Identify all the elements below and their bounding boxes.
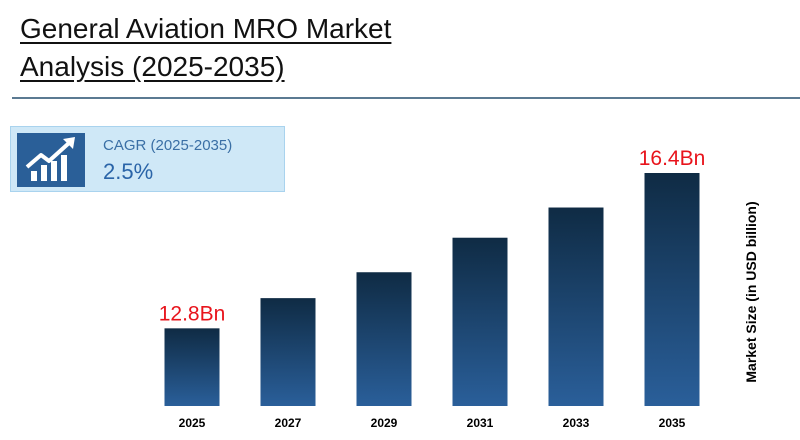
bars-group [164, 173, 700, 406]
bar-2029 [356, 272, 412, 406]
bar-2035 [644, 173, 700, 406]
page-title: General Aviation MRO Market Analysis (20… [20, 10, 391, 86]
x-tick-2027: 2027 [275, 416, 302, 430]
title-line-2: Analysis (2025-2035) [20, 51, 285, 82]
title-line-1: General Aviation MRO Market [20, 13, 392, 44]
x-tick-2035: 2035 [659, 416, 686, 430]
y-axis-label: Market Size (in USD billion) [743, 201, 759, 383]
data-label-2035: 16.4Bn [639, 147, 706, 170]
x-tick-2033: 2033 [563, 416, 590, 430]
bar-2033 [548, 207, 604, 406]
chart-growth-icon [17, 133, 85, 187]
data-labels: 12.8Bn 16.4Bn [159, 147, 706, 325]
data-label-2025: 12.8Bn [159, 302, 226, 325]
x-tick-2031: 2031 [467, 416, 494, 430]
x-tick-labels: 2025 2027 2029 2031 2033 2035 [179, 416, 686, 430]
x-tick-2029: 2029 [371, 416, 398, 430]
cagr-label: CAGR (2025-2035) [103, 137, 233, 154]
bar-2025 [164, 328, 220, 406]
x-tick-2025: 2025 [179, 416, 206, 430]
bar-2027 [260, 298, 316, 406]
cagr-value: 2.5% [103, 159, 154, 184]
cagr-panel: CAGR (2025-2035) 2.5% [10, 126, 285, 192]
bar-2031 [452, 237, 508, 406]
title-divider [12, 97, 800, 99]
